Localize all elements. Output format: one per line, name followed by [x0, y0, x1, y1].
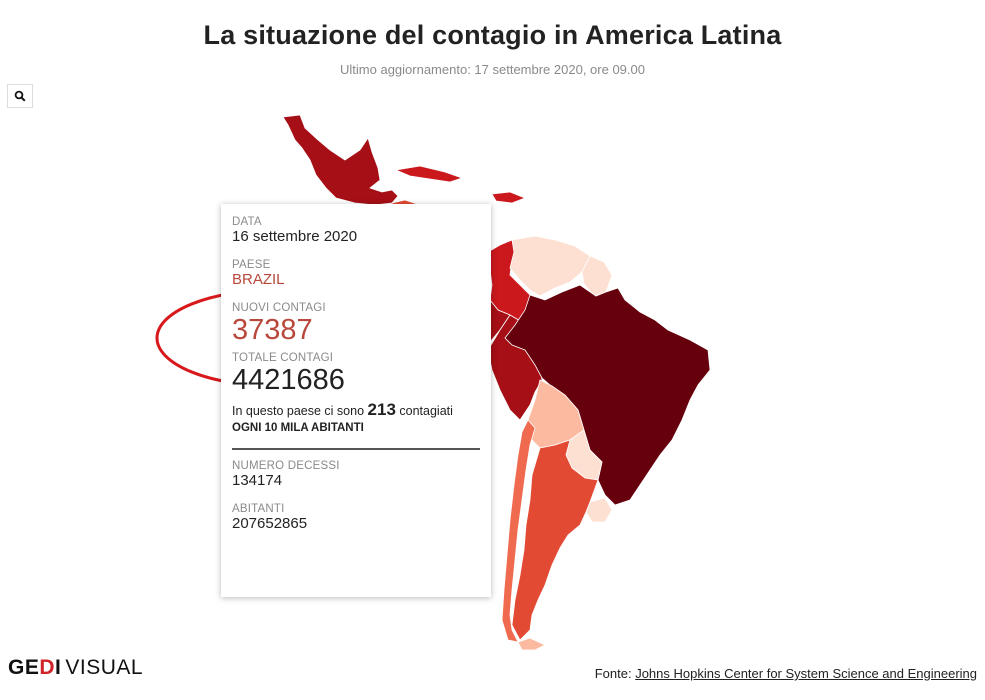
country-hispaniola[interactable] — [491, 191, 527, 204]
country-argentina[interactable] — [511, 439, 599, 641]
country-label: PAESE — [232, 259, 271, 271]
tooltip-divider — [232, 448, 480, 450]
country-mexico[interactable] — [282, 114, 399, 206]
source-credit: Fonte: Johns Hopkins Center for System S… — [595, 666, 977, 681]
deaths-label: NUMERO DECESSI — [232, 460, 340, 472]
page-title: La situazione del contagio in America La… — [203, 20, 782, 50]
page-subtitle: Ultimo aggiornamento: 17 settembre 2020,… — [340, 62, 645, 77]
population-label: ABITANTI — [232, 503, 285, 515]
country-tooltip: DATA 16 settembre 2020 PAESE BRAZIL NUOV… — [221, 204, 491, 597]
logo-gedi: GEDI — [8, 656, 62, 679]
total-cases-label: TOTALE CONTAGI — [232, 352, 334, 364]
source-link[interactable]: Johns Hopkins Center for System Science … — [635, 666, 977, 681]
population-value: 207652865 — [232, 515, 308, 532]
new-cases-label: NUOVI CONTAGI — [232, 302, 326, 314]
logo-visual: VISUAL — [65, 656, 144, 679]
source-label: Fonte: — [594, 666, 632, 681]
country-venezuela[interactable] — [509, 235, 591, 297]
date-label: DATA — [232, 216, 262, 228]
date-value: 16 settembre 2020 — [232, 228, 358, 245]
search-button[interactable] — [7, 84, 33, 108]
incidence-post: contagiati — [399, 404, 453, 418]
country-brazil[interactable] — [504, 284, 711, 506]
country-chile[interactable] — [501, 419, 536, 643]
incidence-value: 213 — [367, 400, 396, 419]
new-cases-value: 37387 — [232, 314, 313, 346]
incidence-pre: In questo paese ci sono — [232, 404, 365, 418]
search-icon — [14, 90, 26, 102]
incidence-line2: OGNI 10 MILA ABITANTI — [232, 422, 364, 434]
deaths-value: 134174 — [232, 472, 283, 489]
gedi-visual-logo: GEDI VISUAL — [8, 656, 143, 680]
country-value: BRAZIL — [232, 271, 285, 288]
country-tierra-del-fuego[interactable] — [517, 637, 546, 651]
incidence-text: In questo paese ci sono 213 contagiati — [232, 400, 480, 420]
country-cuba[interactable] — [394, 165, 464, 183]
total-cases-value: 4421686 — [232, 364, 345, 396]
